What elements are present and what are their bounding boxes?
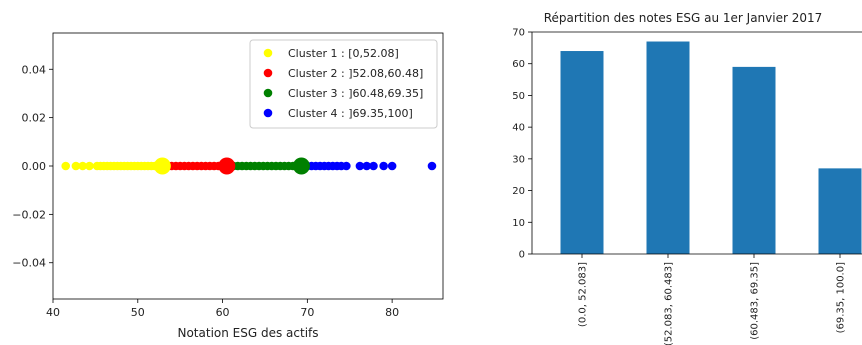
scatter-point-cluster-4	[355, 161, 365, 171]
scatter-legend-label: Cluster 4 : ]69.35,100]	[288, 107, 413, 120]
bar-y-tick-label: 20	[512, 186, 525, 197]
scatter-point-cluster-1	[78, 161, 87, 171]
scatter-y-tick-label: 0.02	[22, 112, 47, 125]
scatter-y-tick-label: 0.00	[22, 160, 47, 173]
bar-x-tick-label: (60.483, 69.35]	[750, 262, 761, 340]
scatter-chart: −0.04 −0.02 0.00 0.02 0.04 40 50 60 70 80 Notati…	[12, 32, 444, 340]
bar	[560, 51, 604, 255]
scatter-x-tick-label: 60	[216, 306, 230, 319]
bar-chart-title: Répartition des notes ESG au 1er Janvier…	[544, 11, 823, 25]
scatter-x-tick-label: 40	[46, 306, 60, 319]
bar-y-tick-label: 70	[512, 28, 525, 39]
bar	[646, 41, 690, 255]
bar-y-tick-label: 40	[512, 123, 525, 134]
scatter-point-cluster-4	[362, 161, 371, 171]
scatter-legend-box	[249, 39, 438, 129]
bar-x-tick-label: (0.0, 52.083]	[578, 262, 589, 327]
scatter-point-cluster-4	[387, 161, 397, 171]
scatter-legend-marker	[263, 68, 273, 78]
scatter-x-axis-label: Notation ESG des actifs	[177, 326, 318, 340]
scatter-point-cluster-1	[61, 161, 71, 171]
scatter-legend-marker	[263, 88, 273, 98]
scatter-legend-marker	[263, 108, 273, 118]
scatter-point-cluster-4	[369, 161, 378, 171]
bar-x-tick-label: (52.083, 60.483]	[664, 262, 675, 345]
scatter-x-tick-label: 80	[385, 306, 399, 319]
scatter-legend-label: Cluster 3 : ]60.48,69.35]	[288, 87, 423, 100]
scatter-legend-label: Cluster 2 : ]52.08,60.48]	[288, 67, 423, 80]
bar-x-tick-label: (69.35, 100.0]	[836, 262, 847, 334]
scatter-x-tick-label: 70	[300, 306, 314, 319]
scatter-legend: Cluster 1 : [0,52.08] Cluster 2 : ]52.08,…	[249, 39, 438, 129]
scatter-y-tick-label: −0.02	[12, 208, 46, 221]
scatter-point-cluster-4	[379, 161, 388, 171]
bar-y-tick-label: 50	[512, 91, 525, 102]
bar	[818, 168, 862, 254]
scatter-point-cluster-4	[342, 161, 351, 171]
scatter-point-cluster-4	[427, 161, 437, 171]
scatter-legend-marker	[263, 48, 273, 58]
scatter-point-cluster-1	[85, 161, 94, 171]
scatter-centroid-cluster-2	[218, 157, 236, 175]
bar-y-tick-label: 0	[519, 250, 525, 261]
scatter-centroid-cluster-1	[153, 157, 171, 175]
scatter-y-tick-label: 0.04	[22, 63, 47, 76]
bar-y-tick-label: 60	[512, 59, 525, 70]
scatter-y-tick-label: −0.04	[12, 257, 46, 270]
bar-chart: Répartition des notes ESG au 1er Janvier…	[512, 11, 862, 345]
scatter-legend-label: Cluster 1 : [0,52.08]	[288, 47, 399, 60]
scatter-centroid-cluster-3	[292, 157, 310, 175]
scatter-point-cluster-1	[71, 161, 81, 171]
scatter-x-tick-label: 50	[131, 306, 145, 319]
bar-y-tick-label: 10	[512, 218, 525, 229]
bar-y-tick-label: 30	[512, 154, 525, 165]
bar	[732, 66, 776, 254]
